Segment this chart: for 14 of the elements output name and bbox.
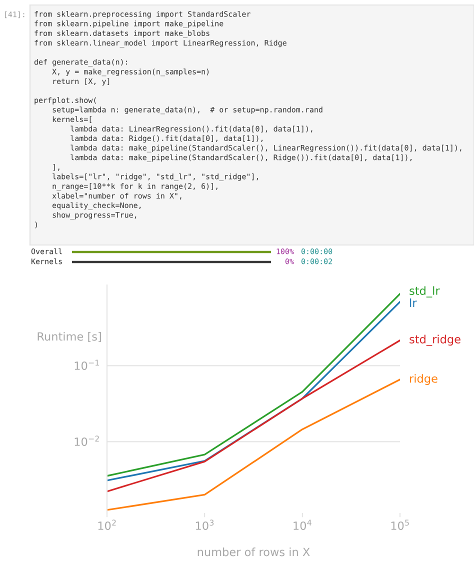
series-label: lr xyxy=(410,298,417,307)
x-tick-label: 10$^{5}$ xyxy=(391,520,409,530)
x-tick-label: 10$^{3}$ xyxy=(196,520,214,530)
series-label: std_ridge xyxy=(410,334,460,346)
x-tick-label: 10$^{2}$ xyxy=(98,520,116,530)
line-series xyxy=(107,378,400,511)
y-axis-title: Runtime [s] xyxy=(38,332,101,342)
series-label: std_lr xyxy=(410,286,440,298)
series-label: ridge xyxy=(410,374,438,385)
line-series xyxy=(107,340,400,492)
x-axis-title: number of rows in X xyxy=(198,548,310,556)
y-tick-label: 10$^{−1}$ xyxy=(74,360,99,370)
y-tick-label: 10$^{−2}$ xyxy=(74,436,99,446)
x-tick-label: 10$^{4}$ xyxy=(294,520,312,530)
